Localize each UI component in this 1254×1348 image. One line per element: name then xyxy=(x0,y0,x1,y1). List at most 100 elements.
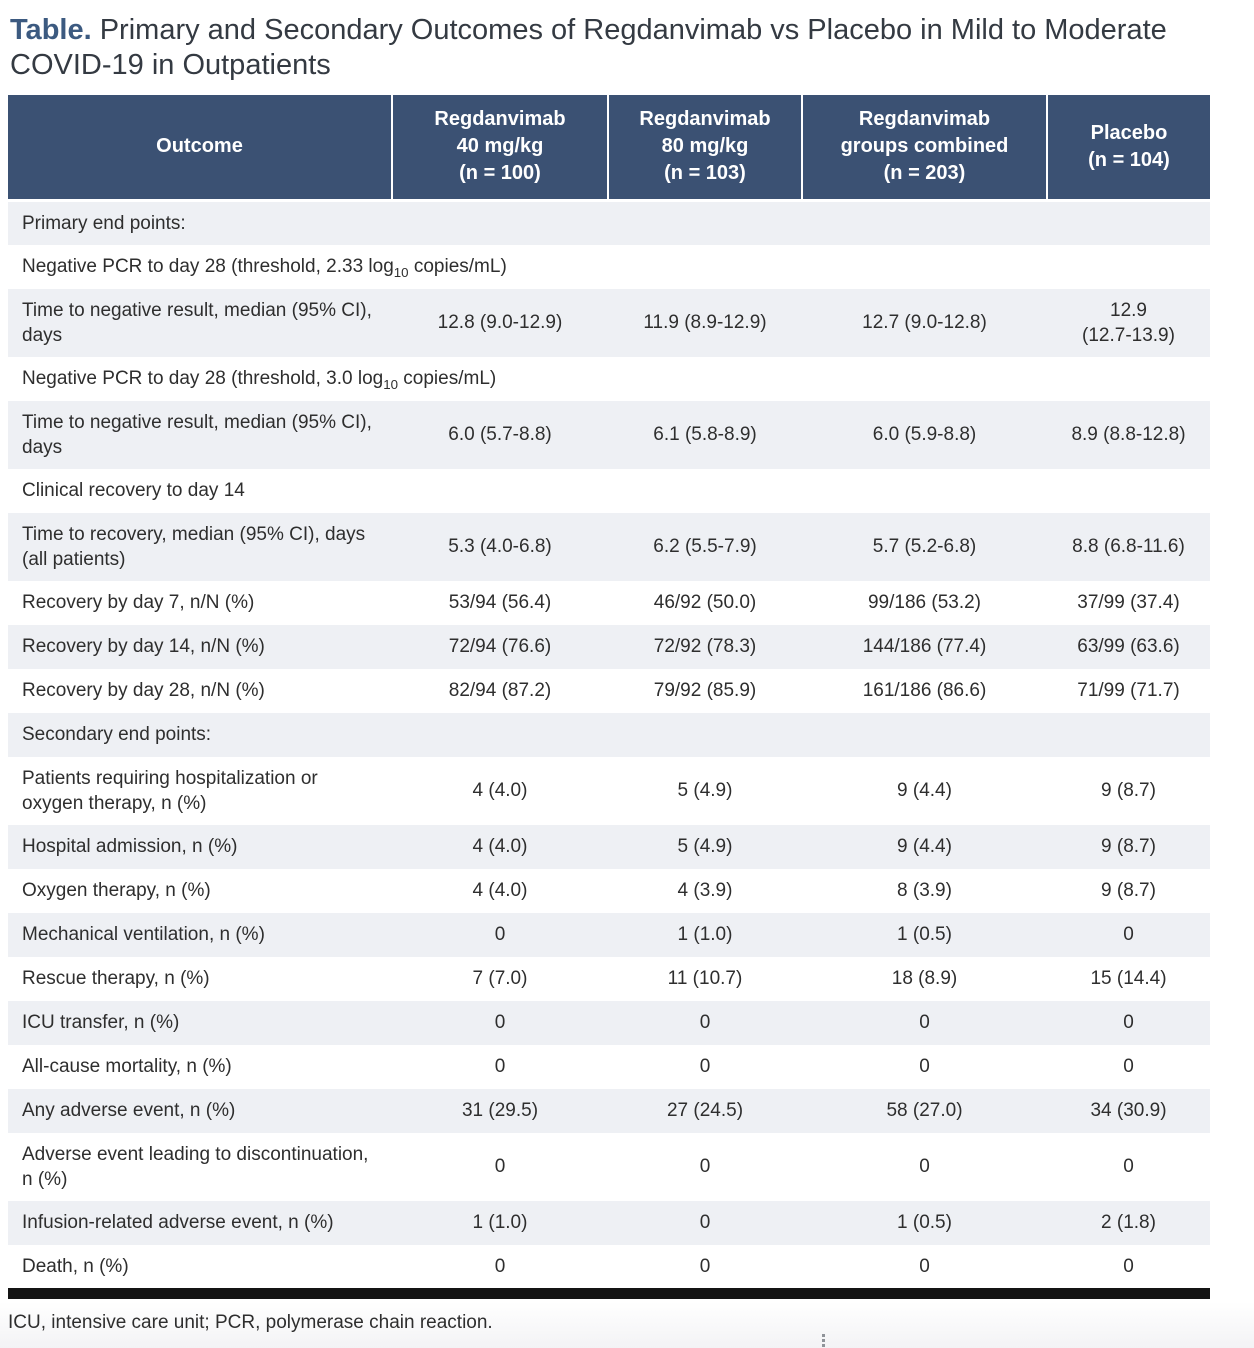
value-cell: 58 (27.0) xyxy=(886,1100,963,1121)
scroll-handle-dots[interactable] xyxy=(822,1334,825,1347)
outcome-label: Clinical recovery to day 14 xyxy=(22,480,245,501)
value-cell: 34 (30.9) xyxy=(1090,1100,1167,1121)
value-cell: 0 xyxy=(699,1012,711,1033)
value-cell: 11 (10.7) xyxy=(667,968,743,989)
value-cell: 1 (1.0) xyxy=(472,1212,528,1233)
value-cell: 27 (24.5) xyxy=(666,1100,744,1121)
value-cell: 72/92 (78.3) xyxy=(653,636,757,657)
table-row: Negative PCR to day 28 (threshold, 2.33 … xyxy=(8,244,1210,289)
value-cell: 15 (14.4) xyxy=(1090,968,1167,989)
value-cell: 11.9 (8.9-12.9) xyxy=(643,312,767,333)
value-cell: 7 (7.0) xyxy=(472,968,528,989)
table-row: Rescue therapy, n (%) 7 (7.0) 11 (10.7) 18 … xyxy=(8,956,1210,1001)
value-cell: 5.7 (5.2-6.8) xyxy=(872,536,977,557)
value-cell: 0 xyxy=(494,1056,506,1077)
table-bottom-rule xyxy=(8,1288,1210,1299)
value-cell: 0 xyxy=(699,1256,711,1277)
value-cell: 1 (1.0) xyxy=(677,924,733,945)
table-row: Secondary end points: xyxy=(8,712,1210,757)
value-cell: 82/94 (87.2) xyxy=(448,680,552,701)
value-cell: 0 xyxy=(1123,1056,1134,1077)
value-cell: 5 (4.9) xyxy=(677,836,733,857)
value-cell: 12.9 (12.7-13.9) xyxy=(1082,299,1175,346)
value-cell: 9 (4.4) xyxy=(897,836,952,857)
table-row: All-cause mortality, n (%) 0 0 0 0 xyxy=(8,1044,1210,1089)
outcome-label: Time to recovery, median (95% CI), days … xyxy=(22,523,366,570)
table-row: Recovery by day 7, n/N (%) 53/94 (56.4) 46… xyxy=(8,580,1210,625)
value-cell: 99/186 (53.2) xyxy=(867,592,982,613)
value-cell: 0 xyxy=(494,924,506,945)
value-cell: 53/94 (56.4) xyxy=(448,592,552,613)
outcome-label: Death, n (%) xyxy=(22,1256,129,1277)
value-cell: 0 xyxy=(494,1012,506,1033)
value-cell: 0 xyxy=(1123,1256,1134,1277)
value-cell: 6.0 (5.9-8.8) xyxy=(872,424,977,445)
table-title-text: Primary and Secondary Outcomes of Regdan… xyxy=(10,14,1167,81)
table-row: Time to negative result, median (95% CI)… xyxy=(8,400,1210,469)
value-cell: 0 xyxy=(919,1156,930,1177)
table-row: Primary end points: xyxy=(8,200,1210,245)
value-cell: 72/94 (76.6) xyxy=(448,636,552,657)
value-cell: 0 xyxy=(699,1212,711,1233)
column-header-regdanvimab-combined: Regdanvimab groups combined (n = 203) xyxy=(801,95,1047,202)
value-cell: 0 xyxy=(699,1056,711,1077)
value-cell: 0 xyxy=(919,1256,930,1277)
value-cell: 46/92 (50.0) xyxy=(653,592,757,613)
outcome-label: Time to negative result, median (95% CI)… xyxy=(22,299,372,346)
subscript: 10 xyxy=(393,264,409,280)
table-body: Primary end points: Negative PCR to day 2… xyxy=(8,200,1210,1289)
value-cell: 161/186 (86.6) xyxy=(862,680,987,701)
value-cell: 9 (4.4) xyxy=(897,780,952,801)
value-cell: 8 (3.9) xyxy=(897,880,952,901)
outcome-label: Patients requiring hospitalization or ox… xyxy=(22,767,318,814)
outcome-label: Any adverse event, n (%) xyxy=(22,1100,236,1121)
outcome-label: Primary end points: xyxy=(22,212,186,234)
value-cell: 12.8 (9.0-12.9) xyxy=(437,312,563,333)
outcome-label: Hospital admission, n (%) xyxy=(22,836,238,857)
value-cell: 0 xyxy=(494,1156,506,1177)
value-cell: 0 xyxy=(1123,1156,1134,1177)
column-header-outcome: Outcome xyxy=(8,95,392,202)
value-cell: 0 xyxy=(919,1012,930,1033)
table-row: Infusion-related adverse event, n (%) 1 (… xyxy=(8,1200,1210,1245)
table-row: Clinical recovery to day 14 xyxy=(8,468,1210,513)
bottom-fade xyxy=(0,1302,1254,1348)
table-row: Hospital admission, n (%) 4 (4.0) 5 (4.9) 9… xyxy=(8,824,1210,869)
outcome-label: ICU transfer, n (%) xyxy=(22,1012,180,1033)
outcome-label: Secondary end points: xyxy=(22,724,212,745)
value-cell: 1 (0.5) xyxy=(897,924,952,945)
table-header: Outcome Regdanvimab 40 mg/kg (n = 100) R… xyxy=(8,95,1210,202)
value-cell: 79/92 (85.9) xyxy=(653,680,757,701)
value-cell: 6.0 (5.7-8.8) xyxy=(448,424,552,445)
table-row: ICU transfer, n (%) 0 0 0 0 xyxy=(8,1000,1210,1045)
value-cell: 9 (8.7) xyxy=(1101,880,1156,901)
value-cell: 144/186 (77.4) xyxy=(862,636,987,657)
value-cell: 0 xyxy=(699,1156,711,1177)
column-header-placebo: Placebo (n = 104) xyxy=(1046,95,1210,202)
table-row: Patients requiring hospitalization or ox… xyxy=(8,756,1210,825)
table-title: Table. Primary and Secondary Outcomes of… xyxy=(10,13,1170,83)
value-cell: 0 xyxy=(1123,1012,1134,1033)
outcome-label: Negative PCR to day 28 (threshold, 2.33 … xyxy=(22,256,507,280)
table-row: Negative PCR to day 28 (threshold, 3.0 l… xyxy=(8,356,1210,401)
value-cell: 4 (4.0) xyxy=(472,780,528,801)
value-cell: 9 (8.7) xyxy=(1101,836,1156,857)
outcome-label: Recovery by day 28, n/N (%) xyxy=(22,680,265,701)
footnote: ICU, intensive care unit; PCR, polymeras… xyxy=(8,1312,493,1333)
value-cell: 1 (0.5) xyxy=(897,1212,952,1233)
value-cell: 0 xyxy=(1123,924,1134,945)
outcome-label: All-cause mortality, n (%) xyxy=(22,1056,232,1077)
value-cell: 5 (4.9) xyxy=(677,780,733,801)
outcome-label: Infusion-related adverse event, n (%) xyxy=(22,1212,334,1233)
value-cell: 8.9 (8.8-12.8) xyxy=(1071,424,1186,445)
subscript: 10 xyxy=(383,376,399,392)
value-cell: 6.2 (5.5-7.9) xyxy=(653,536,757,557)
table-row: Recovery by day 14, n/N (%) 72/94 (76.6) 7… xyxy=(8,624,1210,669)
value-cell: 5.3 (4.0-6.8) xyxy=(448,536,552,557)
outcome-label: Recovery by day 14, n/N (%) xyxy=(22,636,265,657)
table-row: Any adverse event, n (%) 31 (29.5) 27 (24.… xyxy=(8,1088,1210,1133)
table-row: Oxygen therapy, n (%) 4 (4.0) 4 (3.9) 8 (3.… xyxy=(8,868,1210,913)
value-cell: 6.1 (5.8-8.9) xyxy=(653,424,757,445)
value-cell: 4 (4.0) xyxy=(472,880,528,901)
value-cell: 37/99 (37.4) xyxy=(1077,592,1180,613)
